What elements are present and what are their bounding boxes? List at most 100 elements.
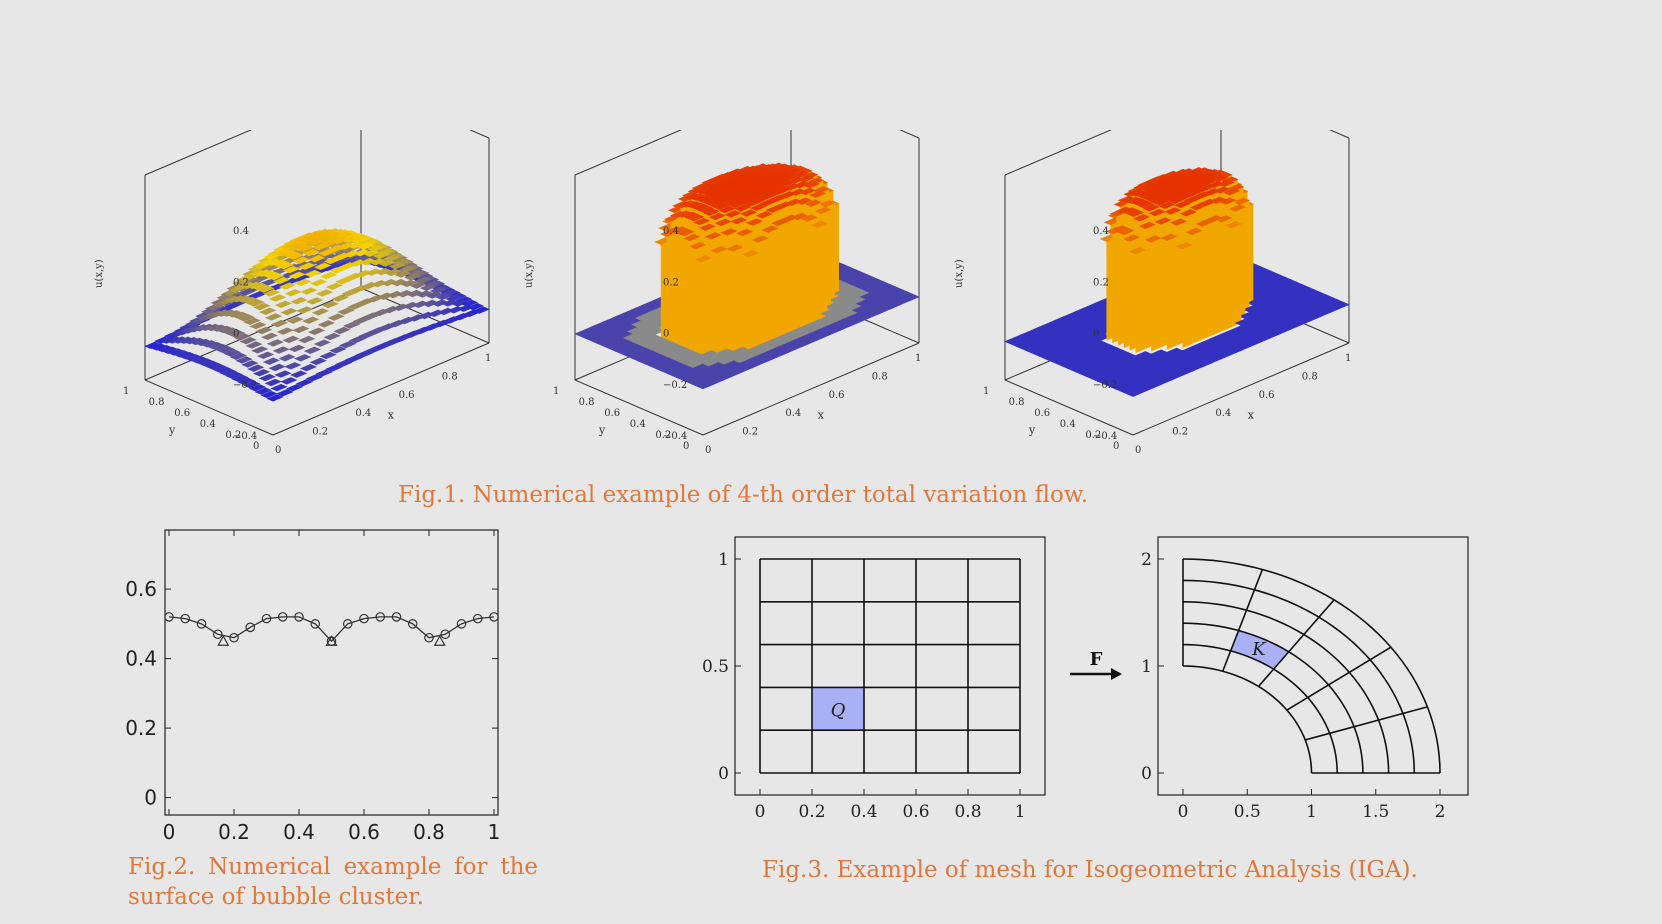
fig1-surface-cell xyxy=(445,294,463,302)
fig1-surface-cell xyxy=(278,354,296,362)
fig3-caption: Fig.3. Example of mesh for Isogeometric … xyxy=(762,857,1418,883)
fig1-ztick: −0.4 xyxy=(663,431,687,442)
fig1-surface-cell xyxy=(264,313,283,321)
fig3-mapping-label: F xyxy=(1090,649,1103,670)
fig1-ytick: 0.2 xyxy=(225,430,241,441)
fig3-mesh-radial xyxy=(1286,646,1392,711)
fig1-surface-plots: 0.4 0.2 0 −0.2 −0.4 0 0.2 0.4 0.6 0.8 1 0 0.2 0.4 0.6 0… xyxy=(90,82,1430,460)
fig2-data-point xyxy=(391,612,402,622)
fig1-surface-cell xyxy=(223,349,242,357)
fig1-surface-cell xyxy=(317,320,335,328)
fig1-surface-cell xyxy=(254,387,272,395)
fig1-surface-cell xyxy=(315,369,333,377)
fig1-ytick: 0 xyxy=(683,441,689,452)
fig3-mesh-radial xyxy=(1257,599,1335,687)
fig1-xtick: 0.6 xyxy=(829,390,845,401)
fig1-surface-cell xyxy=(1148,208,1166,217)
fig1-xtick: 1 xyxy=(485,353,491,364)
fig1-ztick: 0.2 xyxy=(1093,277,1109,288)
fig1-surface-cell xyxy=(286,384,304,392)
fig2-xtick-label: 1 xyxy=(488,820,501,840)
fig1-surface-cell xyxy=(704,232,722,240)
fig1-surface-cell xyxy=(295,379,314,387)
fig1-ylabel: y xyxy=(1028,424,1036,437)
fig1-surface-cell xyxy=(398,265,416,273)
fig1-zlabel: u(x,y) xyxy=(954,259,965,288)
fig1-surface-cell xyxy=(394,334,412,342)
fig1-surface-cell xyxy=(335,359,353,368)
fig1-surface-cell xyxy=(280,377,298,385)
fig1-surface-wall xyxy=(1211,218,1222,336)
fig1-ytick: 0.4 xyxy=(200,419,216,430)
fig1-surface-cell xyxy=(303,346,322,354)
fig1-ztick: −0.2 xyxy=(233,380,257,391)
fig1-surface-cell xyxy=(311,308,330,316)
fig1-surface-cell xyxy=(425,291,443,299)
fig1-surface-cell xyxy=(472,306,490,314)
fig3-right-ytick-label: 1 xyxy=(1141,657,1152,677)
fig1-surface-cell xyxy=(724,210,742,218)
fig1-ztick: −0.4 xyxy=(1093,431,1117,442)
fig1-surface-cell xyxy=(281,278,299,286)
fig3-cell-q xyxy=(812,687,864,731)
fig3-mesh-arc xyxy=(1182,579,1416,774)
fig1-surface-cell xyxy=(300,287,318,295)
fig1-xtick: 0 xyxy=(275,445,281,456)
fig1-surface-cell xyxy=(761,225,779,233)
fig1-surface-cell xyxy=(698,223,717,231)
fig1-surface-wall xyxy=(1221,218,1232,332)
fig1-surface-cell xyxy=(810,220,828,229)
fig1-surface-cell xyxy=(802,181,821,189)
fig1-surface-cell xyxy=(280,308,298,316)
fig1-surface-cell xyxy=(339,340,357,349)
fig1-xtick: 0.8 xyxy=(442,371,458,382)
fig1-surface-cell xyxy=(290,297,308,305)
fig1-surface-cell xyxy=(1144,235,1162,243)
fig3-left-mesh: Q 0 0.2 0.4 0.6 0.8 1 0 0.5 1 xyxy=(702,536,1046,822)
fig1-surface-cell xyxy=(276,327,294,335)
fig1-surface-cell xyxy=(309,357,327,366)
fig1-surface-cell xyxy=(235,356,253,364)
fig2-data-point xyxy=(245,622,256,633)
fig3-right-xtick-label: 0.5 xyxy=(1234,802,1261,822)
fig1-surface-cell xyxy=(1158,201,1176,209)
fig1-surface-cell xyxy=(1185,227,1203,236)
fig1-xlabel: x xyxy=(388,408,395,421)
fig1-surface-cell xyxy=(231,374,249,382)
fig1-surface-cell xyxy=(243,317,261,325)
fig1-surface-cell xyxy=(800,214,818,222)
fig1-surface-cell xyxy=(229,352,247,360)
fig1-surface-cell xyxy=(337,307,355,315)
fig1-box-edge xyxy=(144,287,362,381)
fig1-surface-cell xyxy=(325,282,343,290)
fig1-ztick: 0.2 xyxy=(233,277,249,288)
fig1-surface-cell xyxy=(749,203,768,211)
fig1-surface-cell xyxy=(306,297,324,305)
fig1-surface-cell xyxy=(687,214,705,222)
fig1-surface-cell xyxy=(368,327,386,335)
fig1-surface-cell xyxy=(278,282,296,290)
fig1-surface-wall xyxy=(1231,223,1242,328)
fig1-surface-cell xyxy=(382,254,400,262)
fig1-surface-cell xyxy=(1142,204,1160,212)
fig1-ytick: 0.4 xyxy=(1060,419,1076,430)
fig1-surface-cell xyxy=(237,377,255,385)
fig1-surface-cell xyxy=(818,200,836,208)
fig1-surface-cell xyxy=(253,302,271,311)
fig1-ztick: 0 xyxy=(1093,329,1099,340)
fig1-xtick: 0.4 xyxy=(785,408,801,419)
fig1-surface-cell xyxy=(343,321,361,329)
fig3-cell-q-label: Q xyxy=(831,700,846,721)
fig1-surface-cell xyxy=(1152,198,1170,206)
fig1-surface-cell xyxy=(292,325,310,334)
fig1-ytick: 0.4 xyxy=(630,419,646,430)
fig3-left-ytick-label: 0.5 xyxy=(702,657,729,677)
fig1-surface-cell xyxy=(276,261,295,270)
fig1-surface-cell xyxy=(1174,200,1192,209)
fig1-xlabel: x xyxy=(818,408,825,421)
fig1-surface-wall xyxy=(817,223,827,326)
fig1-surface-cell xyxy=(302,248,320,257)
fig1-surface-cell xyxy=(248,384,267,392)
fig1-ytick: 1 xyxy=(553,386,559,397)
fig1-surface-wall xyxy=(701,257,712,360)
